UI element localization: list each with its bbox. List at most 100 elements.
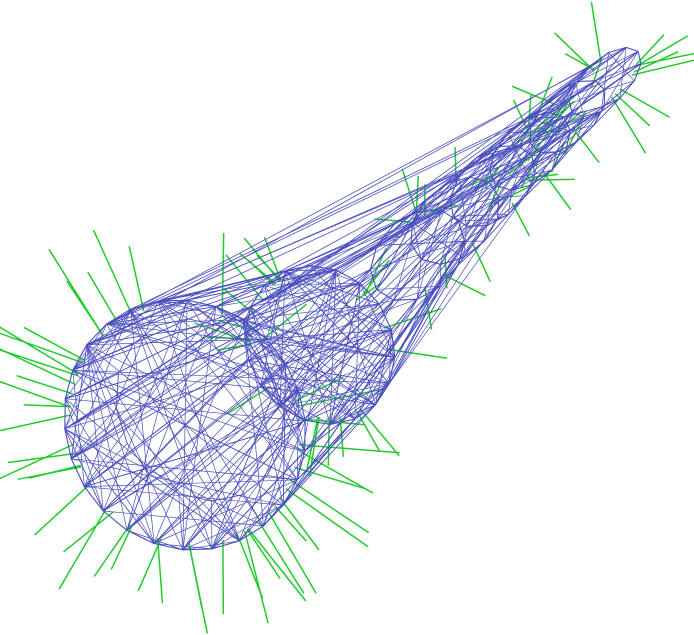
normal-vector bbox=[16, 375, 73, 395]
mesh-edge bbox=[525, 169, 553, 196]
mesh-edge bbox=[463, 197, 500, 259]
normal-vector bbox=[58, 506, 109, 590]
mesh-edge bbox=[266, 338, 396, 358]
mesh-edge bbox=[64, 319, 244, 430]
mesh-edge bbox=[283, 390, 300, 412]
mesh-edge bbox=[279, 269, 337, 408]
mesh-edge bbox=[250, 151, 558, 307]
mesh-edge bbox=[130, 63, 642, 310]
normal-vector bbox=[279, 498, 320, 551]
normal-vector bbox=[526, 178, 575, 181]
mesh-edge bbox=[211, 504, 284, 550]
mesh-edge bbox=[242, 494, 264, 527]
mesh-edge bbox=[576, 116, 585, 143]
normal-vector bbox=[188, 543, 203, 609]
mesh-edge bbox=[375, 116, 565, 406]
mesh-edge bbox=[282, 362, 286, 506]
mesh-edge bbox=[84, 306, 217, 488]
mesh-edge bbox=[279, 270, 286, 408]
mesh-edge bbox=[64, 338, 268, 400]
mesh-edge bbox=[309, 265, 396, 358]
mesh-edge bbox=[439, 257, 465, 265]
mesh-edge bbox=[594, 80, 606, 91]
normal-vector bbox=[590, 1, 602, 65]
mesh-edge bbox=[440, 257, 464, 287]
mesh-edge bbox=[72, 265, 311, 371]
mesh-edge bbox=[452, 213, 509, 217]
mesh-edge bbox=[72, 344, 134, 371]
mesh-edge bbox=[394, 107, 542, 358]
mesh-edge bbox=[115, 373, 119, 409]
mesh-edge bbox=[511, 143, 531, 191]
mesh-edge bbox=[534, 149, 567, 175]
mesh-edge bbox=[376, 211, 419, 290]
mesh-edge bbox=[238, 424, 331, 542]
mesh-edge bbox=[393, 298, 418, 301]
mesh-edge bbox=[412, 221, 464, 259]
mesh-edge bbox=[64, 369, 74, 400]
mesh-edge bbox=[130, 308, 213, 550]
mesh-edge bbox=[568, 99, 573, 114]
mesh-edge bbox=[126, 529, 155, 544]
mesh-edge bbox=[220, 325, 252, 348]
mesh-edge bbox=[126, 406, 281, 531]
mesh-edge bbox=[557, 80, 579, 92]
mesh-edge bbox=[266, 475, 298, 481]
mesh-edge bbox=[484, 225, 487, 242]
mesh-edge bbox=[296, 390, 300, 481]
mesh-edge bbox=[604, 80, 635, 91]
mesh-edge bbox=[483, 213, 509, 242]
mesh-edge bbox=[64, 373, 119, 400]
mesh-edge bbox=[263, 418, 356, 527]
mesh-edge bbox=[530, 105, 605, 128]
mesh-edge bbox=[242, 319, 284, 506]
mesh-edge bbox=[86, 323, 108, 346]
normal-vector bbox=[23, 404, 72, 408]
mesh-edge bbox=[188, 318, 222, 327]
mesh-edge bbox=[530, 80, 596, 128]
mesh-edge bbox=[285, 362, 300, 392]
mesh-edge bbox=[186, 299, 222, 327]
normal-vector bbox=[23, 326, 85, 361]
mesh-edge bbox=[72, 300, 159, 371]
mesh-edge bbox=[412, 199, 426, 223]
mesh-edge bbox=[394, 264, 459, 358]
mesh-edge bbox=[250, 269, 337, 307]
mesh-edge bbox=[250, 306, 376, 406]
mesh-edge bbox=[157, 300, 298, 481]
mesh-edge bbox=[86, 344, 104, 512]
mesh-edge bbox=[70, 408, 117, 460]
mesh-edge bbox=[70, 359, 250, 460]
mesh-edge bbox=[72, 308, 132, 371]
mesh-edge bbox=[376, 183, 447, 246]
normal-vector bbox=[298, 443, 400, 454]
mesh-edge bbox=[186, 299, 298, 481]
mesh-edge bbox=[329, 269, 337, 425]
mesh-edge bbox=[64, 398, 155, 544]
mesh-edge bbox=[84, 420, 306, 488]
mesh-edge bbox=[417, 176, 471, 212]
mesh-edge bbox=[242, 82, 577, 321]
normal-vector bbox=[619, 88, 670, 118]
normal-vector bbox=[17, 466, 82, 480]
mesh-edge bbox=[102, 299, 188, 512]
mesh-edge bbox=[600, 51, 639, 112]
mesh-edge bbox=[296, 269, 337, 481]
mesh-edge bbox=[625, 46, 639, 52]
normal-vector bbox=[225, 254, 263, 300]
mesh-edge bbox=[182, 65, 591, 551]
mesh-edge bbox=[489, 126, 532, 173]
normal-vector bbox=[0, 443, 75, 480]
mesh-edge bbox=[64, 428, 155, 544]
normal-vector bbox=[137, 538, 162, 592]
mesh-edge bbox=[281, 411, 285, 447]
mesh-edge bbox=[495, 149, 567, 187]
mesh-edge bbox=[86, 344, 184, 551]
mesh-edge bbox=[272, 362, 286, 377]
mesh-edge bbox=[70, 338, 268, 460]
mesh-edge bbox=[551, 130, 571, 171]
normal-vector bbox=[256, 254, 282, 281]
mesh-edge bbox=[182, 419, 305, 551]
mesh-edge bbox=[284, 270, 392, 331]
